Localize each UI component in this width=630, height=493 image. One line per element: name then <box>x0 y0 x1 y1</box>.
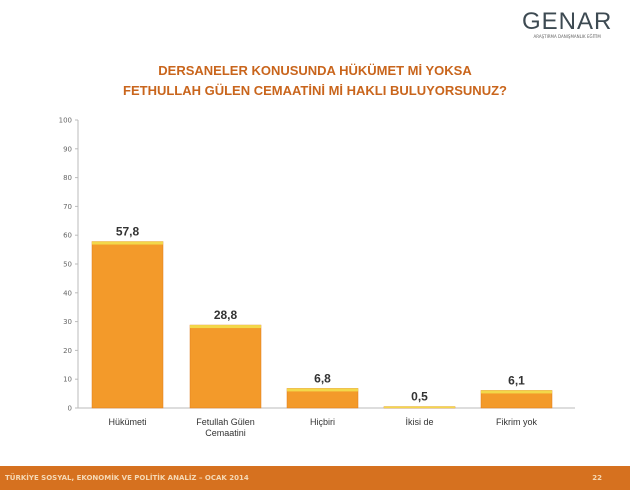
y-tick-label: 50 <box>63 261 72 269</box>
y-tick-label: 40 <box>63 289 72 297</box>
data-label: 0,5 <box>411 390 428 404</box>
y-tick-label: 30 <box>63 318 72 326</box>
title-line-1: DERSANELER KONUSUNDA HÜKÜMET Mİ YOKSA <box>158 63 472 78</box>
x-tick-label: İkisi de <box>405 417 433 427</box>
y-tick-label: 80 <box>63 174 72 182</box>
y-tick-label: 10 <box>63 376 72 384</box>
y-tick-label: 100 <box>59 117 72 125</box>
bar-top-highlight <box>481 390 552 394</box>
y-tick-label: 70 <box>63 203 72 211</box>
genar-logo: GENAR ARAŞTIRMA DANIŞMANLIK EĞİTİM <box>522 8 612 39</box>
data-label: 6,8 <box>314 371 331 385</box>
footer-text: TÜRKİYE SOSYAL, EKONOMİK VE POLİTİK ANAL… <box>5 474 249 482</box>
chart-title: DERSANELER KONUSUNDA HÜKÜMET Mİ YOKSA FE… <box>0 61 630 101</box>
x-tick-label: Cemaatini <box>205 428 246 438</box>
x-tick-label: Fetullah Gülen <box>196 417 255 427</box>
bar <box>91 241 164 409</box>
y-tick-label: 90 <box>63 145 72 153</box>
bar <box>189 324 262 409</box>
page-number: 22 <box>592 474 602 482</box>
x-tick-label: Fikrim yok <box>496 417 537 427</box>
footer-bar: TÜRKİYE SOSYAL, EKONOMİK VE POLİTİK ANAL… <box>0 466 630 490</box>
logo-tagline: ARAŞTIRMA DANIŞMANLIK EĞİTİM <box>533 34 601 39</box>
data-label: 28,8 <box>214 308 238 322</box>
x-tick-label: Hiçbiri <box>310 417 335 427</box>
y-tick-label: 20 <box>63 347 72 355</box>
bar-chart: 0 10 20 30 40 50 60 70 80 90 100 57,8 Hükümeti 28,8 Fe… <box>59 117 575 438</box>
bar-top-highlight <box>92 241 163 245</box>
y-tick-label: 60 <box>63 232 72 240</box>
logo-name: GENAR <box>522 8 613 35</box>
y-tick-label: 0 <box>68 405 72 413</box>
x-tick-label: Hükümeti <box>108 417 146 427</box>
data-label: 57,8 <box>116 225 140 239</box>
bar-top-highlight <box>190 325 261 329</box>
data-label: 6,1 <box>508 373 525 387</box>
bar-top-highlight <box>384 406 455 408</box>
bar-top-highlight <box>287 388 358 392</box>
title-line-2: FETHULLAH GÜLEN CEMAATİNİ Mİ HAKLI BULUY… <box>123 83 507 98</box>
